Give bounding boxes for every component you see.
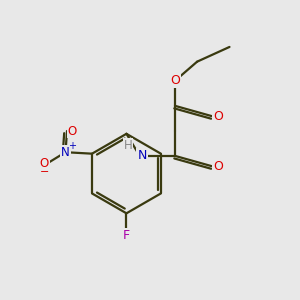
- Text: −: −: [40, 167, 49, 177]
- Text: O: O: [170, 74, 180, 87]
- Text: F: F: [123, 230, 130, 242]
- Text: O: O: [68, 124, 77, 137]
- Text: N: N: [61, 146, 70, 159]
- Text: O: O: [40, 157, 49, 170]
- Text: O: O: [213, 160, 223, 173]
- Text: +: +: [68, 141, 76, 151]
- Text: O: O: [213, 110, 223, 123]
- Text: N: N: [137, 149, 147, 162]
- Text: H: H: [124, 139, 132, 152]
